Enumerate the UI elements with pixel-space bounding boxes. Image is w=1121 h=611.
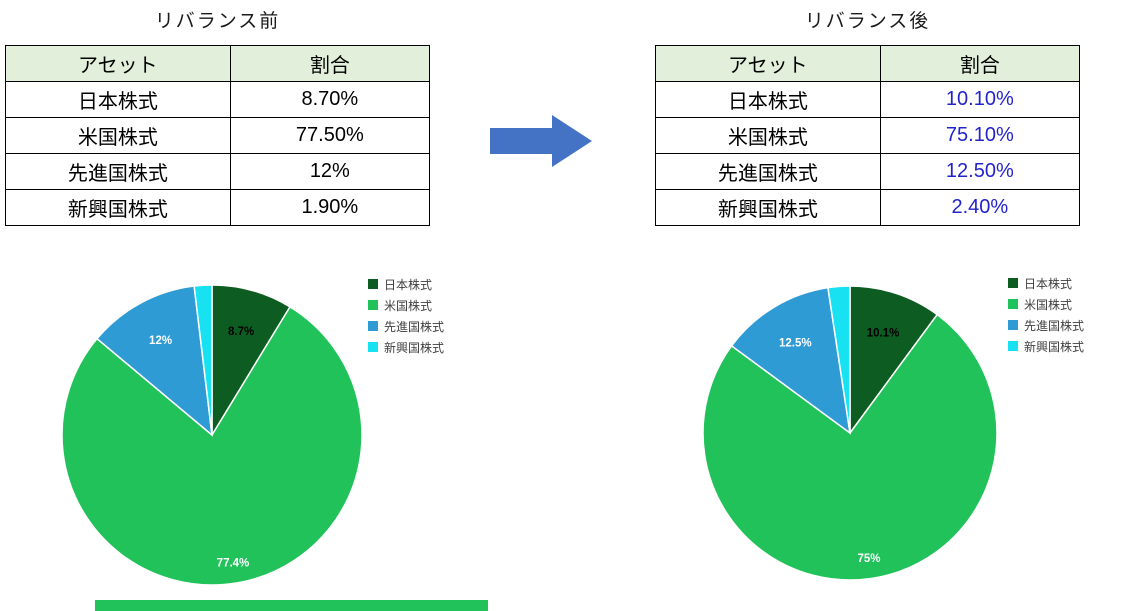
pie-slice [827, 285, 851, 434]
before-header-asset: アセット [5, 45, 231, 82]
table-row: 米国株式 75.10% [655, 117, 1081, 154]
asset-ratio: 8.70% [229, 81, 431, 118]
legend-swatch [368, 321, 378, 331]
legend-item: 先進国株式 [1008, 318, 1085, 333]
pie-data-label: 10.1% [867, 327, 900, 339]
legend-item: 日本株式 [1008, 276, 1084, 291]
pie-slice [702, 313, 998, 581]
table-row: 先進国株式 12% [5, 153, 431, 190]
before-table: アセット 割合 日本株式 8.70% 米国株式 77.50% 先進国株式 12%… [5, 45, 431, 226]
legend-swatch [1008, 320, 1018, 330]
legend-before: 日本株式 米国株式 先進国株式 新興国株式 [368, 277, 445, 355]
legend-label: 先進国株式 [1024, 318, 1085, 333]
asset-ratio: 77.50% [229, 117, 431, 154]
asset-ratio: 75.10% [879, 117, 1081, 154]
after-table: アセット 割合 日本株式 10.10% 米国株式 75.10% 先進国株式 12… [655, 45, 1081, 226]
after-header-ratio: 割合 [879, 45, 1081, 82]
pie-chart-before: 8.7% 77.4% 12% [61, 284, 363, 586]
pie-slice [61, 305, 363, 586]
pie-slice [730, 286, 852, 435]
pie-data-label: 75% [857, 553, 880, 565]
pie-slice [193, 284, 213, 436]
asset-ratio: 2.40% [879, 189, 1081, 226]
asset-name: 先進国株式 [655, 153, 881, 190]
legend-swatch [1008, 278, 1018, 288]
legend-label: 新興国株式 [1024, 339, 1085, 354]
asset-name: 日本株式 [5, 81, 231, 118]
right-arrow-icon [490, 115, 592, 167]
before-title: リバランス前 [154, 11, 281, 32]
pie-data-label: 12% [149, 335, 172, 347]
pie-data-label: 12.5% [779, 337, 812, 349]
legend-item: 新興国株式 [1008, 339, 1085, 354]
asset-ratio: 10.10% [879, 81, 1081, 118]
legend-swatch [368, 300, 378, 310]
legend-swatch [1008, 341, 1018, 351]
table-row: 日本株式 8.70% [5, 81, 431, 118]
clipped-chart-fragment [95, 600, 488, 611]
table-row: 日本株式 10.10% [655, 81, 1081, 118]
table-row: 先進国株式 12.50% [655, 153, 1081, 190]
table-row: 米国株式 77.50% [5, 117, 431, 154]
asset-name: 新興国株式 [655, 189, 881, 226]
legend-item: 日本株式 [368, 277, 444, 292]
legend-label: 先進国株式 [384, 319, 445, 334]
table-row: 新興国株式 2.40% [655, 189, 1081, 226]
pie-data-label: 77.4% [217, 557, 250, 569]
legend-label: 米国株式 [384, 298, 433, 313]
before-header-ratio: 割合 [229, 45, 431, 82]
legend-swatch [1008, 299, 1018, 309]
table-row: 新興国株式 1.90% [5, 189, 431, 226]
legend-swatch [368, 279, 378, 289]
pie-slice [95, 285, 213, 437]
asset-name: 米国株式 [5, 117, 231, 154]
legend-after: 日本株式 米国株式 先進国株式 新興国株式 [1008, 276, 1085, 354]
asset-ratio: 12.50% [879, 153, 1081, 190]
asset-ratio: 12% [229, 153, 431, 190]
asset-name: 日本株式 [655, 81, 881, 118]
legend-label: 日本株式 [384, 277, 433, 292]
right-arrow-head [552, 115, 592, 167]
legend-label: 新興国株式 [384, 340, 445, 355]
after-header-asset: アセット [655, 45, 881, 82]
legend-label: 日本株式 [1024, 276, 1073, 291]
legend-item: 米国株式 [368, 298, 444, 313]
asset-ratio: 1.90% [229, 189, 431, 226]
asset-name: 米国株式 [655, 117, 881, 154]
legend-item: 米国株式 [1008, 297, 1084, 312]
legend-swatch [368, 342, 378, 352]
right-arrow-body [490, 128, 552, 154]
legend-item: 新興国株式 [368, 340, 445, 355]
table-header-row: アセット 割合 [5, 45, 431, 82]
pie-data-label: 8.7% [228, 326, 254, 338]
legend-item: 先進国株式 [368, 319, 445, 334]
table-header-row: アセット 割合 [655, 45, 1081, 82]
asset-name: 先進国株式 [5, 153, 231, 190]
asset-name: 新興国株式 [5, 189, 231, 226]
pie-slice [211, 284, 292, 438]
legend-label: 米国株式 [1024, 297, 1073, 312]
pie-slice [849, 285, 939, 436]
pie-chart-after: 10.1% 75% 12.5% [702, 285, 998, 581]
after-title: リバランス後 [804, 11, 931, 32]
